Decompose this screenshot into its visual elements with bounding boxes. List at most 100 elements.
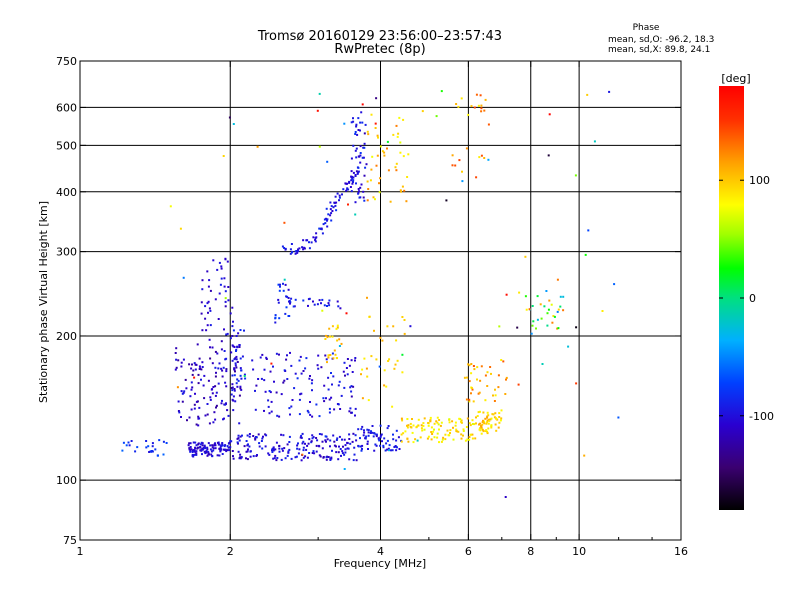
data-point [365, 435, 368, 438]
data-point [363, 429, 365, 432]
data-point [229, 337, 232, 340]
data-point [333, 201, 336, 204]
data-point [299, 355, 302, 358]
data-point [200, 378, 202, 381]
data-point [336, 300, 339, 303]
data-point [363, 174, 366, 177]
data-point [318, 454, 321, 457]
data-point [296, 447, 299, 450]
data-point [601, 310, 604, 312]
data-point [283, 247, 286, 249]
data-point [479, 429, 482, 432]
data-point [329, 201, 332, 204]
data-point [239, 329, 242, 331]
data-point [257, 378, 260, 380]
data-point [214, 298, 217, 301]
data-point [402, 118, 405, 121]
data-point [225, 368, 228, 371]
data-point [294, 372, 297, 375]
data-point [330, 372, 332, 374]
data-point [545, 290, 548, 292]
data-point [289, 302, 291, 305]
data-point [289, 413, 291, 416]
data-point [498, 421, 501, 424]
data-point [323, 384, 326, 387]
data-point [528, 308, 531, 311]
data-point [359, 161, 362, 164]
data-point [218, 447, 221, 450]
data-point [486, 432, 489, 435]
data-point [196, 343, 199, 346]
data-point [334, 353, 337, 356]
data-point [206, 454, 209, 457]
data-point [364, 123, 367, 126]
data-point [324, 439, 327, 442]
data-point [335, 445, 337, 448]
data-point [399, 189, 402, 192]
data-point [215, 404, 218, 407]
data-point [556, 278, 559, 281]
data-point [371, 155, 374, 158]
data-point [247, 448, 249, 451]
data-point [283, 369, 286, 372]
data-point [320, 227, 323, 230]
data-point [338, 445, 340, 448]
data-point [316, 364, 319, 367]
data-point [193, 403, 196, 406]
data-point [260, 377, 263, 380]
data-point [336, 192, 339, 195]
data-point [497, 374, 500, 377]
data-point [365, 163, 368, 166]
data-point [473, 423, 476, 426]
data-point [324, 354, 327, 357]
data-point [375, 97, 378, 100]
data-point [383, 369, 386, 372]
data-point [359, 196, 362, 199]
data-point [481, 421, 484, 424]
data-point [367, 188, 370, 190]
data-point [186, 419, 188, 422]
data-point [237, 379, 240, 382]
data-point [194, 446, 197, 449]
data-point [380, 433, 383, 436]
data-point [374, 127, 377, 129]
data-point [394, 363, 397, 366]
data-point [370, 113, 373, 116]
data-point [125, 444, 128, 447]
data-point [497, 386, 500, 389]
data-point [287, 288, 290, 291]
data-point [360, 428, 363, 431]
data-point [354, 131, 357, 133]
data-point [214, 418, 217, 421]
data-point [178, 411, 181, 414]
data-point [447, 434, 450, 437]
data-point [278, 353, 280, 356]
data-point [500, 417, 503, 420]
data-point [342, 445, 344, 448]
data-point [490, 424, 493, 427]
data-point [230, 440, 233, 443]
data-point [386, 439, 389, 442]
data-point [344, 374, 346, 377]
data-point [400, 433, 403, 436]
data-point [290, 243, 293, 245]
data-point [226, 445, 229, 448]
data-point [366, 428, 369, 431]
data-point [275, 352, 278, 355]
data-point [215, 371, 217, 374]
data-point [207, 453, 210, 456]
data-point [263, 379, 266, 382]
data-point [194, 392, 196, 395]
data-point [248, 433, 251, 435]
data-point [391, 405, 394, 408]
data-point [303, 247, 306, 250]
data-point [296, 377, 299, 380]
data-point [395, 439, 398, 442]
data-point [440, 421, 443, 424]
data-point [311, 415, 314, 418]
data-point [329, 439, 332, 442]
data-point [346, 187, 349, 190]
data-point [262, 435, 264, 438]
data-point [482, 430, 485, 433]
data-point [241, 355, 244, 358]
